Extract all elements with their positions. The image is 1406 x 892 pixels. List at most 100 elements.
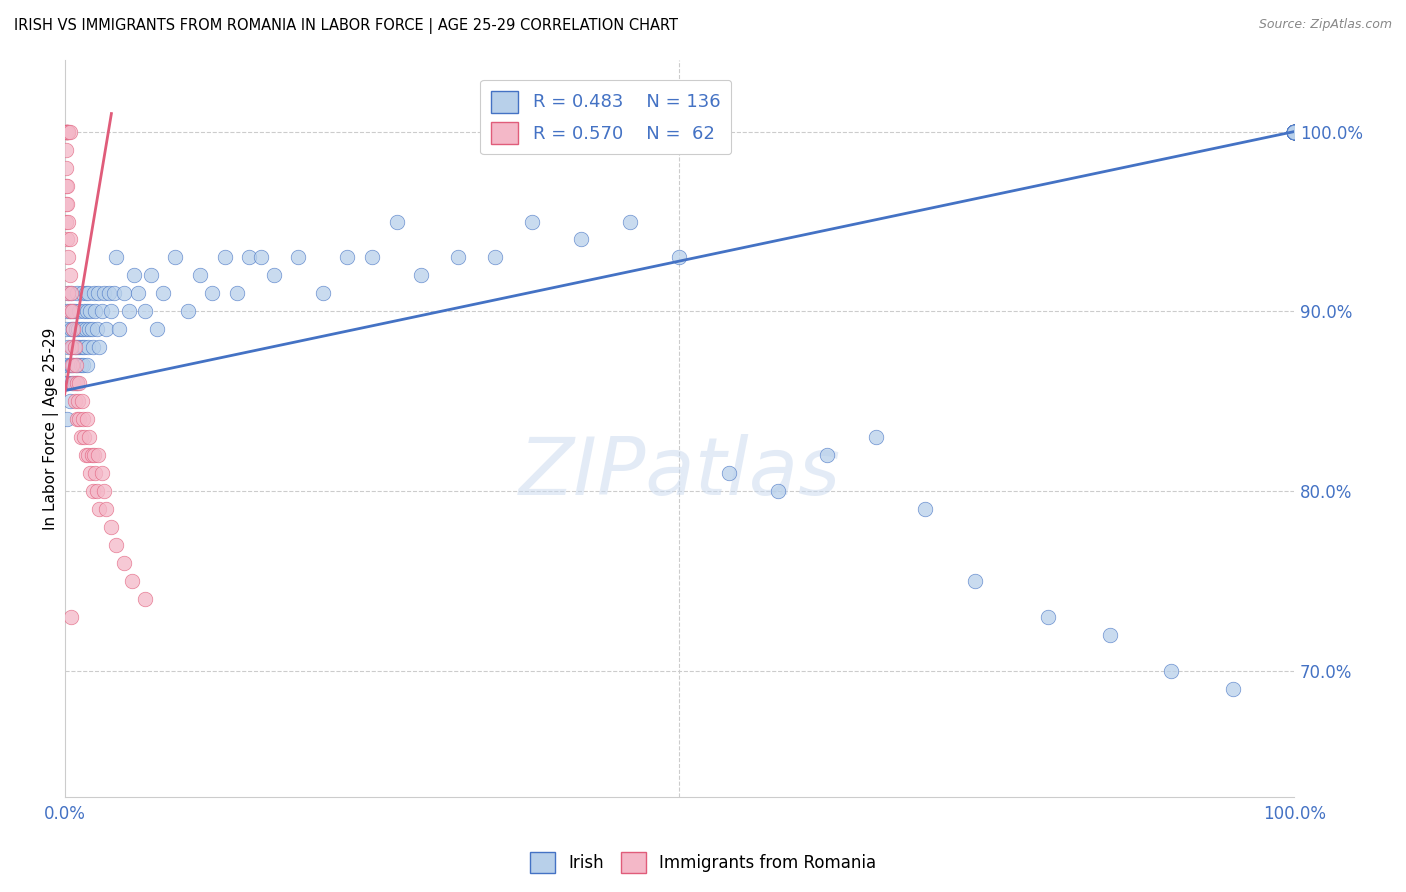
Point: [87, 340, 110, 354]
Point: [1284, 124, 1306, 138]
Point: [58, 124, 80, 138]
Point: [69, 359, 91, 373]
Point: [1284, 124, 1306, 138]
Point: [1284, 124, 1306, 138]
Point: [69, 322, 91, 336]
Legend: R = 0.483    N = 136, R = 0.570    N =  62: R = 0.483 N = 136, R = 0.570 N = 62: [481, 79, 731, 154]
Point: [60, 304, 83, 318]
Point: [1284, 124, 1306, 138]
Point: [55, 143, 77, 157]
Point: [188, 268, 211, 283]
Point: [107, 322, 129, 336]
Point: [1284, 124, 1306, 138]
Point: [1284, 124, 1306, 138]
Point: [63, 376, 86, 391]
Point: [1284, 124, 1306, 138]
Point: [1284, 124, 1306, 138]
Point: [1284, 124, 1306, 138]
Point: [59, 322, 82, 336]
Point: [58, 394, 80, 409]
Point: [63, 304, 86, 318]
Point: [90, 304, 112, 318]
Point: [1284, 124, 1306, 138]
Point: [75, 286, 97, 301]
Point: [73, 340, 96, 354]
Point: [139, 268, 162, 283]
Point: [127, 286, 149, 301]
Point: [77, 430, 100, 444]
Point: [103, 286, 125, 301]
Point: [58, 251, 80, 265]
Point: [84, 467, 107, 481]
Point: [79, 304, 101, 318]
Point: [67, 376, 90, 391]
Text: ZIPatlas: ZIPatlas: [519, 434, 841, 512]
Point: [76, 359, 98, 373]
Legend: Irish, Immigrants from Romania: Irish, Immigrants from Romania: [523, 846, 883, 880]
Point: [80, 322, 103, 336]
Point: [100, 304, 122, 318]
Point: [287, 251, 309, 265]
Point: [619, 214, 641, 228]
Point: [1284, 124, 1306, 138]
Point: [73, 304, 96, 318]
Point: [62, 322, 84, 336]
Point: [1284, 124, 1306, 138]
Point: [55, 376, 77, 391]
Point: [1284, 124, 1306, 138]
Point: [963, 574, 986, 589]
Point: [55, 322, 77, 336]
Point: [83, 448, 105, 462]
Point: [55, 196, 77, 211]
Point: [86, 322, 108, 336]
Point: [1284, 124, 1306, 138]
Point: [484, 251, 506, 265]
Point: [361, 251, 384, 265]
Text: IRISH VS IMMIGRANTS FROM ROMANIA IN LABOR FORCE | AGE 25-29 CORRELATION CHART: IRISH VS IMMIGRANTS FROM ROMANIA IN LABO…: [14, 18, 678, 34]
Point: [66, 286, 89, 301]
Point: [62, 322, 84, 336]
Point: [60, 376, 83, 391]
Point: [105, 251, 128, 265]
Point: [67, 304, 90, 318]
Point: [73, 430, 96, 444]
Point: [93, 286, 115, 301]
Point: [66, 376, 89, 391]
Point: [117, 304, 139, 318]
Point: [76, 304, 98, 318]
Point: [69, 430, 91, 444]
Point: [56, 304, 79, 318]
Point: [520, 214, 543, 228]
Point: [55, 161, 77, 175]
Point: [55, 124, 77, 138]
Point: [1284, 124, 1306, 138]
Point: [447, 251, 470, 265]
Point: [1284, 124, 1306, 138]
Point: [1284, 124, 1306, 138]
Point: [59, 340, 82, 354]
Point: [77, 322, 100, 336]
Point: [56, 178, 79, 193]
Point: [865, 430, 887, 444]
Point: [77, 286, 100, 301]
Point: [58, 232, 80, 246]
Point: [72, 359, 94, 373]
Point: [58, 340, 80, 354]
Point: [82, 484, 104, 499]
Point: [63, 394, 86, 409]
Point: [93, 484, 115, 499]
Point: [1284, 124, 1306, 138]
Point: [668, 251, 690, 265]
Point: [58, 124, 80, 138]
Point: [70, 340, 93, 354]
Point: [815, 448, 838, 462]
Point: [134, 304, 156, 318]
Point: [100, 520, 122, 534]
Point: [96, 502, 118, 516]
Point: [72, 322, 94, 336]
Point: [134, 592, 156, 607]
Point: [250, 251, 273, 265]
Point: [96, 322, 118, 336]
Point: [56, 124, 79, 138]
Point: [55, 178, 77, 193]
